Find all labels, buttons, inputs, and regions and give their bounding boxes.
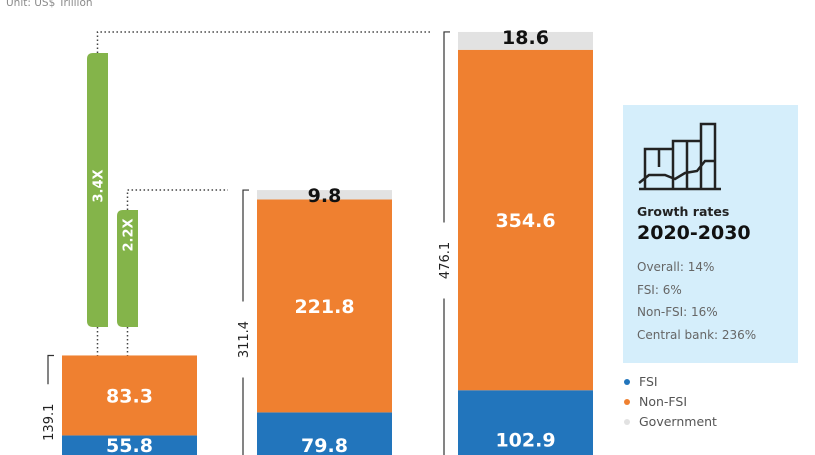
legend-label: FSI	[639, 374, 658, 389]
multiplier-line-0	[96, 31, 430, 53]
bar-fsi-2030	[458, 390, 593, 455]
growth-period: 2020-2030	[637, 222, 751, 244]
total-label-2020: 139.1	[42, 404, 57, 441]
bar-gov-2030	[458, 31, 593, 50]
bar-gov-2025	[257, 190, 392, 200]
label-fsi-2025: 79.8	[301, 435, 348, 455]
label-nonfsi-2025: 221.8	[294, 296, 354, 318]
multiplier-bar-0	[87, 53, 108, 327]
total-bracket-2030	[443, 31, 450, 455]
stacked-bar-chart: 55.8 83.3 139.1 79.8 221.8 9.8 311.4 102.9 354.6…	[42, 27, 593, 455]
total-bracket-2020	[47, 354, 54, 455]
bar-nonfsi-2020	[62, 355, 197, 436]
unit-label: Unit: US$ Trillion	[6, 0, 93, 9]
multiplier-line-1	[126, 189, 228, 210]
total-bracket-2025	[242, 189, 249, 455]
growth-chart-icon	[638, 122, 721, 191]
legend-nonfsi: Non-FSI	[624, 394, 687, 409]
label-gov-2030: 18.6	[502, 27, 549, 49]
bar-nonfsi-2025	[257, 199, 392, 413]
fsi-dot-icon	[624, 378, 630, 385]
bar-nonfsi-2030	[458, 49, 593, 391]
growth-central-bank: Central bank: 236%	[637, 328, 757, 342]
total-label-2025: 311.4	[237, 321, 252, 358]
label-nonfsi-2030: 354.6	[495, 210, 555, 232]
growth-rates-panel: Growth rates 2020-2030 Overall: 14% FSI:…	[623, 105, 798, 363]
bar-fsi-2020	[62, 435, 197, 455]
growth-fsi: FSI: 6%	[637, 283, 682, 297]
legend-fsi: FSI	[624, 374, 658, 389]
growth-title: Growth rates	[637, 204, 730, 219]
multiplier-label-0: 3.4X	[92, 169, 107, 202]
government-dot-icon	[624, 418, 630, 425]
label-fsi-2030: 102.9	[495, 430, 555, 452]
growth-nonfsi: Non-FSI: 16%	[637, 305, 718, 319]
multiplier-bar-1	[117, 210, 138, 327]
label-gov-2025: 9.8	[308, 185, 342, 207]
bar-fsi-2025	[257, 412, 392, 455]
nonfsi-dot-icon	[624, 398, 630, 405]
legend-label: Non-FSI	[639, 394, 688, 409]
total-label-2030: 476.1	[438, 242, 453, 279]
label-fsi-2020: 55.8	[106, 435, 153, 455]
growth-overall: Overall: 14%	[637, 260, 715, 274]
legend-government: Government	[624, 414, 717, 429]
multiplier-label-1: 2.2X	[122, 218, 137, 251]
legend-label: Government	[639, 414, 717, 429]
label-nonfsi-2020: 83.3	[106, 385, 153, 407]
